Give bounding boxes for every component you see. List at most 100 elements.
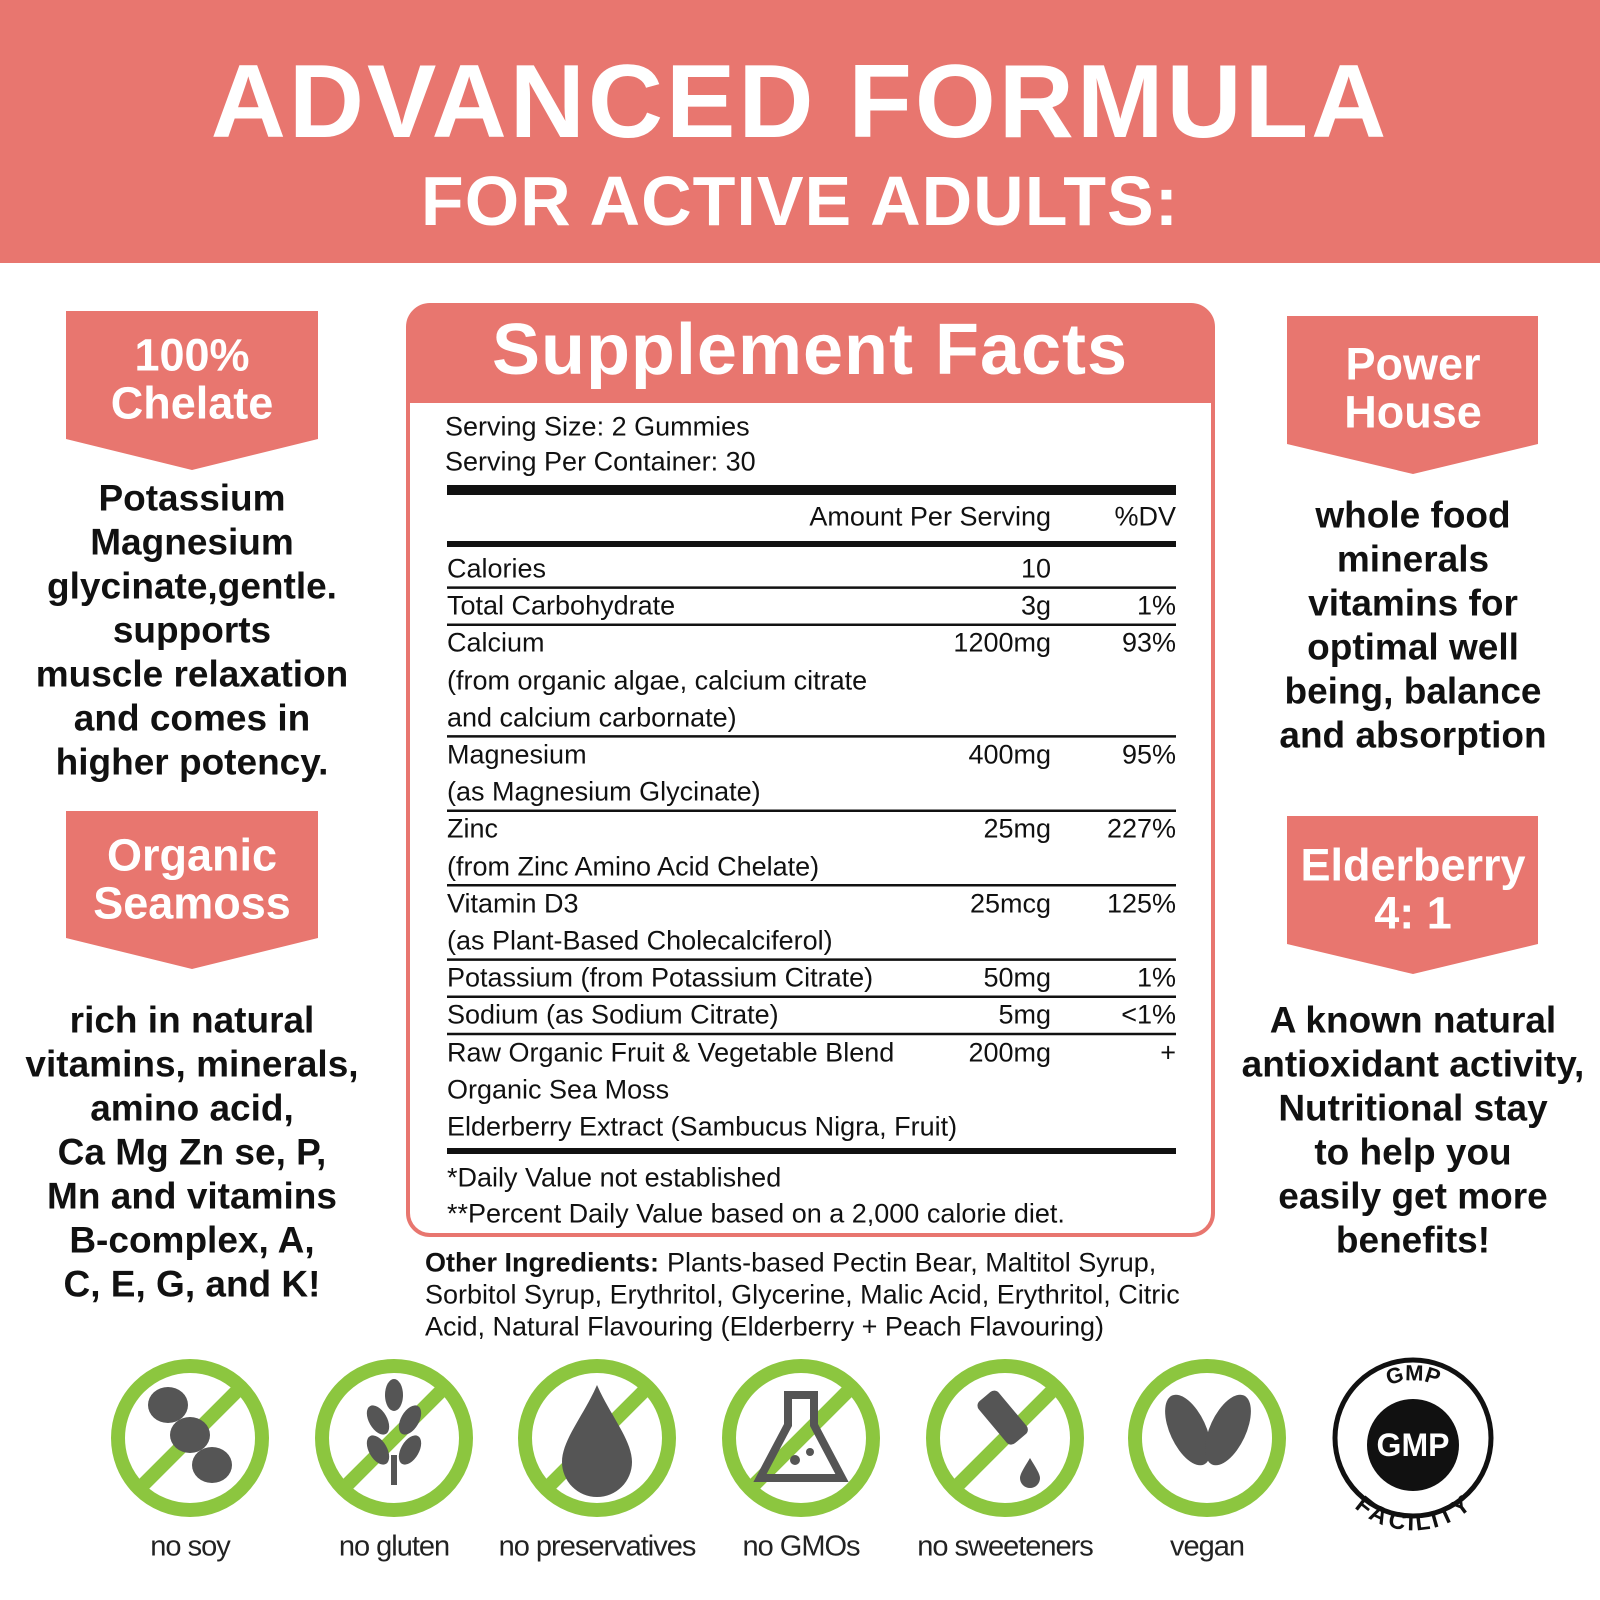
nutrient: Calories [447,553,547,584]
icons: GMP FACILITY GMP [111,1357,1494,1536]
nutrient: Organic Sea Moss [447,1074,670,1105]
nutrient: (from Zinc Amino Acid Chelate) [447,851,820,882]
badge-title: Power [1345,338,1481,390]
badge-title: Organic [106,829,278,881]
panel-text: Potassium [98,477,286,519]
nutrient: Calcium [447,627,545,658]
nutrient: and calcium carbornate) [447,702,737,733]
daily-value: 1% [1136,962,1176,993]
panel-text: whole food [1315,494,1511,536]
serving: Serving Size: 2 Gummies [445,411,750,442]
amount: 25mcg [969,888,1051,919]
panel-text: minerals [1336,538,1490,580]
icon-no-gluten [315,1359,473,1517]
panel-text: Mn and vitamins [47,1175,337,1217]
nutrient: (as Magnesium Glycinate) [447,776,761,807]
badge-title: House [1344,386,1482,438]
panel-text: vitamins for [1308,582,1518,624]
subtitle: FOR ACTIVE ADULTS: [420,162,1180,240]
badge-title: 4: 1 [1374,887,1452,939]
gmp-seal: GMP FACILITY GMP [1332,1357,1494,1536]
column-header: Amount Per Serving [809,501,1051,532]
ingredients-text: Plants-based Pectin Bear, Maltitol Syrup… [667,1247,1157,1278]
icon-no-preservatives [518,1359,676,1517]
panel-text: Magnesium [90,521,294,563]
badge-shape [66,811,318,969]
header-band [0,0,1600,263]
nutrient: Sodium (as Sodium Citrate) [447,999,779,1030]
badge-title: Chelate [110,377,274,429]
nutrient: (from organic algae, calcium citrate [447,665,868,696]
amount: 10 [1020,553,1051,584]
badge-title: 100% [134,329,250,381]
panel-text: higher potency. [55,741,329,783]
badge-title: Elderberry [1300,839,1526,891]
amount: 200mg [968,1037,1051,1068]
gmp-center: GMP [1377,1427,1450,1463]
nutrient: Elderberry Extract (Sambucus Nigra, Frui… [447,1111,958,1142]
gmp-top-text: GMP [1383,1360,1444,1390]
panel-text: benefits! [1335,1219,1491,1261]
amount: 3g [1020,590,1051,621]
panel-text: rich in natural [69,999,315,1041]
nutrient: Raw Organic Fruit & Vegetable Blend [447,1037,895,1068]
ingredients-label: Other Ingredients: [425,1247,660,1278]
badge-label: no preservatives [498,1530,697,1563]
panel-text: supports [112,609,272,651]
panel-text: optimal well [1307,626,1519,668]
column-header: %DV [1114,501,1176,532]
gmp-top: GMP [1383,1360,1444,1390]
badge-label: no soy [150,1530,230,1563]
serving: Serving Per Container: 30 [445,446,756,477]
title: ADVANCED FORMULA [210,44,1390,160]
panel-text: muscle relaxation [35,653,349,695]
badge-label: vegan [1169,1530,1245,1563]
panel-text: to help you [1314,1131,1512,1173]
daily-value: 93% [1121,627,1176,658]
panel-text: antioxidant activity, [1241,1043,1585,1085]
panel-text: Ca Mg Zn se, P, [57,1131,327,1173]
panel-text: B-complex, A, [69,1219,315,1261]
daily-value: <1% [1121,999,1176,1030]
icon-no-sweeteners [926,1359,1084,1517]
daily-value: 95% [1121,739,1176,770]
daily-value: 125% [1106,888,1176,919]
table-header-band [408,305,1213,403]
amount: 1200mg [953,627,1051,658]
daily-value: 227% [1106,813,1176,844]
ingredients-text: Sorbitol Syrup, Erythritol, Glycerine, M… [425,1279,1180,1310]
amount: 25mg [983,813,1051,844]
amount: 50mg [983,962,1051,993]
badge-shape [1287,316,1538,474]
panel-text: amino acid, [90,1087,294,1129]
daily-value: + [1160,1037,1176,1068]
icon-vegan [1128,1359,1286,1517]
badge-label: no gluten [338,1530,450,1563]
badge-shape [66,311,318,470]
panel-text: and absorption [1279,714,1547,756]
footnote: **Percent Daily Value based on a 2,000 c… [447,1198,1065,1229]
nutrient: Magnesium [447,739,587,770]
panel-text: being, balance [1284,670,1542,712]
panel-text: C, E, G, and K! [63,1263,321,1305]
amount: 5mg [998,999,1051,1030]
panel-text: and comes in [73,697,311,739]
footnote: *Daily Value not established [447,1162,782,1193]
nutrient: Total Carbohydrate [447,590,676,621]
panel-text: glycinate,gentle. [47,565,337,607]
badge-label: no sweeteners [917,1530,1094,1563]
daily-value: 1% [1136,590,1176,621]
nutrient: (as Plant-Based Cholecalciferol) [447,925,833,956]
icon-no-soy [111,1359,269,1517]
badge-label: no GMOs [742,1530,860,1563]
panel-text: vitamins, minerals, [25,1043,359,1085]
nutrient: Potassium (from Potassium Citrate) [447,962,874,993]
amount: 400mg [968,739,1051,770]
nutrient: Zinc [447,813,499,844]
table-title: Supplement Facts [491,310,1129,390]
icon-no-gmos [722,1359,880,1517]
panel-text: easily get more [1278,1175,1548,1217]
badge-shape [1287,816,1538,974]
